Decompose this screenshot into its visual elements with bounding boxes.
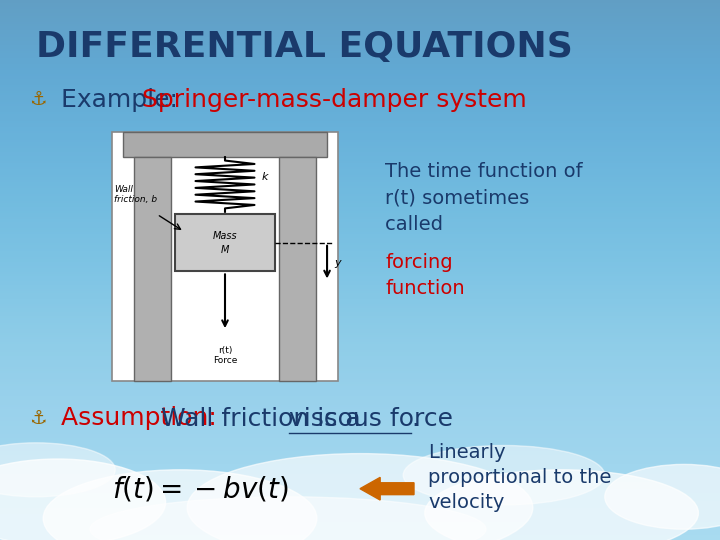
Polygon shape (123, 132, 327, 157)
Text: Mass
$M$: Mass $M$ (212, 231, 238, 255)
Ellipse shape (403, 446, 605, 505)
Ellipse shape (90, 497, 486, 540)
Polygon shape (134, 157, 171, 381)
Text: Wall
friction, b: Wall friction, b (114, 185, 157, 204)
Text: .: . (411, 407, 419, 430)
Polygon shape (279, 157, 316, 381)
Ellipse shape (0, 443, 115, 497)
Text: Springer-mass-damper system: Springer-mass-damper system (142, 88, 526, 112)
Text: $f(t) = -bv(t)$: $f(t) = -bv(t)$ (112, 474, 288, 503)
Ellipse shape (0, 459, 166, 540)
Text: Example:: Example: (61, 88, 186, 112)
Text: viscous force: viscous force (289, 407, 453, 430)
FancyBboxPatch shape (175, 214, 275, 272)
Text: Linearly
proportional to the
velocity: Linearly proportional to the velocity (428, 443, 612, 512)
FancyArrow shape (360, 477, 414, 500)
Text: y: y (334, 258, 341, 268)
Text: ⚓: ⚓ (29, 90, 46, 110)
Text: ⚓: ⚓ (29, 409, 46, 428)
Text: r(t)
Force: r(t) Force (213, 346, 237, 366)
Text: forcing
function: forcing function (385, 253, 465, 298)
Text: Wall friction is a: Wall friction is a (161, 407, 368, 430)
Text: The time function of
r(t) sometimes
called: The time function of r(t) sometimes call… (385, 162, 582, 234)
FancyBboxPatch shape (112, 132, 338, 381)
Text: Assumption:: Assumption: (61, 407, 225, 430)
Ellipse shape (605, 464, 720, 529)
Ellipse shape (187, 454, 533, 540)
Text: DIFFERENTIAL EQUATIONS: DIFFERENTIAL EQUATIONS (36, 30, 573, 64)
Ellipse shape (43, 470, 317, 540)
Text: k: k (261, 172, 268, 182)
Ellipse shape (425, 470, 698, 540)
